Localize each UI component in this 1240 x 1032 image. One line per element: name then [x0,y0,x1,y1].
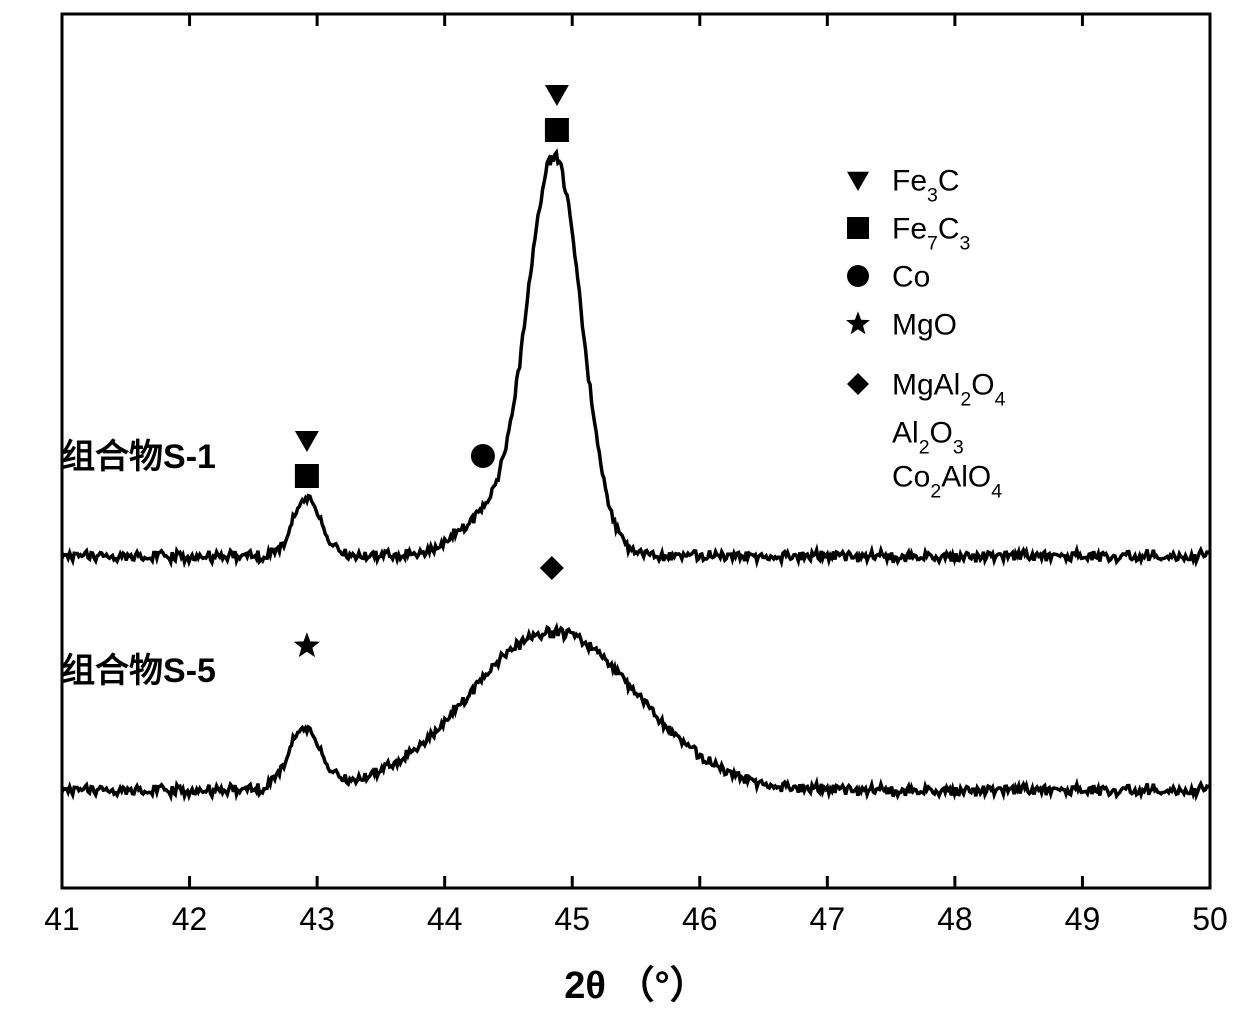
x-tick-label: 43 [299,901,335,937]
x-tick-label: 44 [427,901,463,937]
sample-label-S-1: 组合物S-1 [61,438,216,476]
x-tick-label: 42 [172,901,208,937]
x-tick-label: 47 [810,901,846,937]
x-tick-label: 46 [682,901,718,937]
x-tick-label: 50 [1192,901,1228,937]
xrd-chart-container: 41 42 43 44 45 46 47 48 49 50 2θ （°） 组合物S-1 组合物S-5 Fe… [0,0,1240,1032]
x-tick-label: 48 [937,901,973,937]
legend-symbol-star-icon [846,311,870,334]
x-tick-label: 45 [554,901,590,937]
legend-label: Fe7C3 [892,213,970,255]
plot-border [62,14,1210,888]
peak-marker-circle-icon [471,444,495,468]
legend-label-extra: Al2O3 [892,417,964,459]
x-tick-label: 41 [44,901,80,937]
peak-marker-star-icon [294,632,320,657]
legend-label-extra: Co2AlO4 [892,461,1002,503]
legend-symbol-square-icon [847,217,869,239]
peak-marker-triangle_down-icon [295,431,319,452]
legend-label: Fe3C [892,165,960,207]
legend-symbol-diamond-icon [847,373,869,395]
sample-label-S-5: 组合物S-5 [61,652,216,690]
legend-symbol-circle-icon [847,265,869,287]
peak-marker-triangle_down-icon [545,85,569,106]
legend: Fe3C Fe7C3 Co MgO MgAl2O4 Al2O3Co2AlO4 [846,165,1006,503]
xrd-curve-S-5 [62,627,1210,796]
x-tick-label: 49 [1065,901,1101,937]
legend-label: Co [892,261,930,294]
peak-marker-square-icon [545,118,569,142]
peak-marker-diamond-icon [540,556,564,580]
legend-label: MgO [892,309,957,342]
legend-label: MgAl2O4 [892,369,1006,411]
x-axis-title: 2θ （°） [564,965,707,1007]
xrd-curve-S-1 [62,153,1210,563]
legend-symbol-triangle_down-icon [847,172,869,191]
xrd-svg: 41 42 43 44 45 46 47 48 49 50 2θ （°） 组合物S-1 组合物S-5 Fe… [0,0,1240,1032]
peak-marker-square-icon [295,464,319,488]
curves-group [62,153,1210,797]
